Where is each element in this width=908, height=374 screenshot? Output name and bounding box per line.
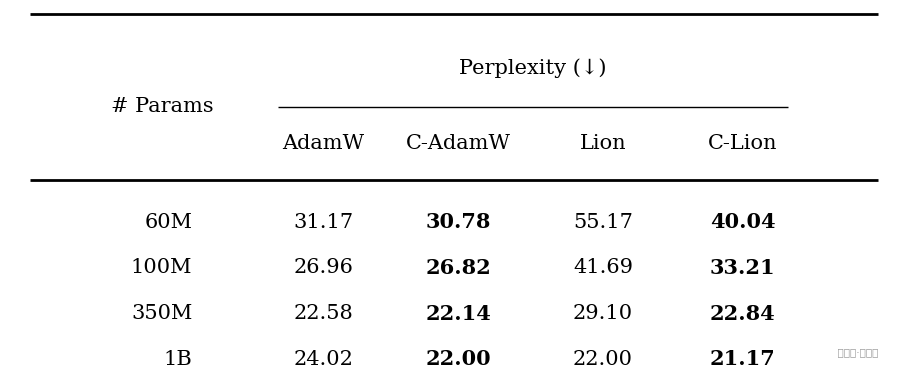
Text: 公众号·量子位: 公众号·量子位 (831, 347, 878, 358)
Text: 60M: 60M (144, 213, 192, 232)
Text: 31.17: 31.17 (293, 213, 353, 232)
Text: 350M: 350M (131, 304, 192, 323)
Text: 41.69: 41.69 (573, 258, 633, 278)
Text: 29.10: 29.10 (573, 304, 633, 323)
Text: Perplexity (↓): Perplexity (↓) (459, 59, 607, 79)
Text: 33.21: 33.21 (710, 258, 775, 278)
Text: 100M: 100M (131, 258, 192, 278)
Text: 26.82: 26.82 (426, 258, 491, 278)
Text: 22.00: 22.00 (426, 349, 491, 369)
Text: 26.96: 26.96 (293, 258, 353, 278)
Text: AdamW: AdamW (282, 134, 364, 153)
Text: 22.00: 22.00 (573, 350, 633, 369)
Text: 22.84: 22.84 (710, 304, 775, 324)
Text: 1B: 1B (163, 350, 192, 369)
Text: 22.14: 22.14 (426, 304, 491, 324)
Text: 40.04: 40.04 (710, 212, 775, 232)
Text: 30.78: 30.78 (426, 212, 491, 232)
Text: C-Lion: C-Lion (708, 134, 777, 153)
Text: 24.02: 24.02 (293, 350, 353, 369)
Text: # Params: # Params (111, 96, 213, 116)
Text: 21.17: 21.17 (710, 349, 775, 369)
Text: C-AdamW: C-AdamW (406, 134, 511, 153)
Text: Lion: Lion (579, 134, 627, 153)
Text: 22.58: 22.58 (293, 304, 353, 323)
Text: 55.17: 55.17 (573, 213, 633, 232)
